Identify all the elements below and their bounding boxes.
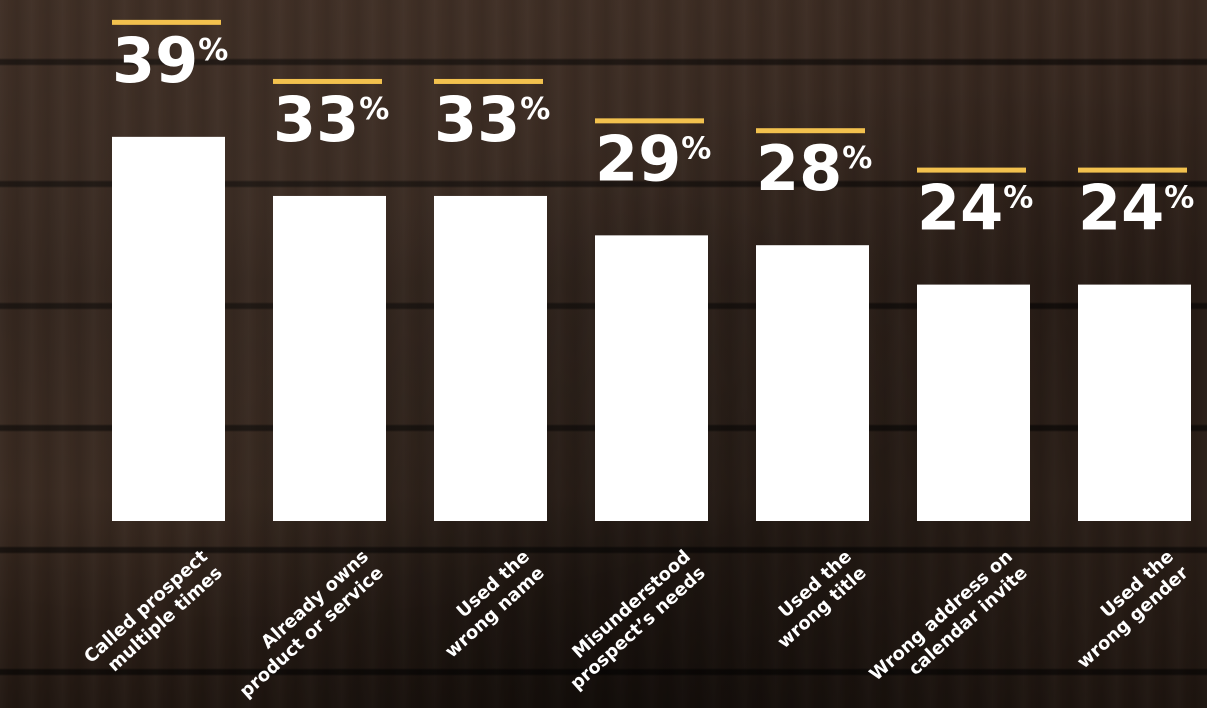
bar-6 (917, 284, 1030, 521)
accent-line-1 (112, 19, 221, 25)
accent-line-2 (273, 78, 382, 84)
category-label-line: prospect’s needs (566, 562, 709, 694)
value-label-1: 39% (112, 24, 228, 97)
accent-line-5 (756, 128, 865, 134)
value-unit: % (198, 33, 228, 68)
bar-1 (112, 136, 225, 521)
value-number: 29 (595, 122, 681, 195)
bar-7 (1078, 284, 1191, 521)
value-label-4: 29% (595, 122, 711, 195)
value-unit: % (520, 92, 550, 127)
value-number: 24 (917, 172, 1003, 245)
bar-5 (756, 245, 869, 521)
value-unit: % (1003, 181, 1033, 216)
value-unit: % (842, 141, 872, 176)
bar-4 (595, 235, 708, 521)
value-label-6: 24% (917, 172, 1033, 245)
value-number: 33 (434, 83, 520, 156)
accent-line-3 (434, 78, 543, 84)
value-label-2: 33% (273, 83, 389, 156)
accent-line-4 (595, 118, 704, 124)
value-label-7: 24% (1078, 172, 1194, 245)
value-unit: % (1164, 181, 1194, 216)
bar-3 (434, 195, 547, 521)
category-label-line: product or service (236, 562, 388, 702)
value-number: 24 (1078, 172, 1164, 245)
value-label-5: 28% (756, 132, 872, 205)
accent-line-6 (917, 167, 1026, 173)
bar-2 (273, 195, 386, 521)
category-label-line: Wrong address on (866, 546, 1017, 685)
value-unit: % (359, 92, 389, 127)
value-label-3: 33% (434, 83, 550, 156)
accent-line-7 (1078, 167, 1187, 173)
value-unit: % (681, 131, 711, 166)
value-number: 28 (756, 132, 842, 205)
value-number: 33 (273, 83, 359, 156)
value-number: 39 (112, 24, 198, 97)
